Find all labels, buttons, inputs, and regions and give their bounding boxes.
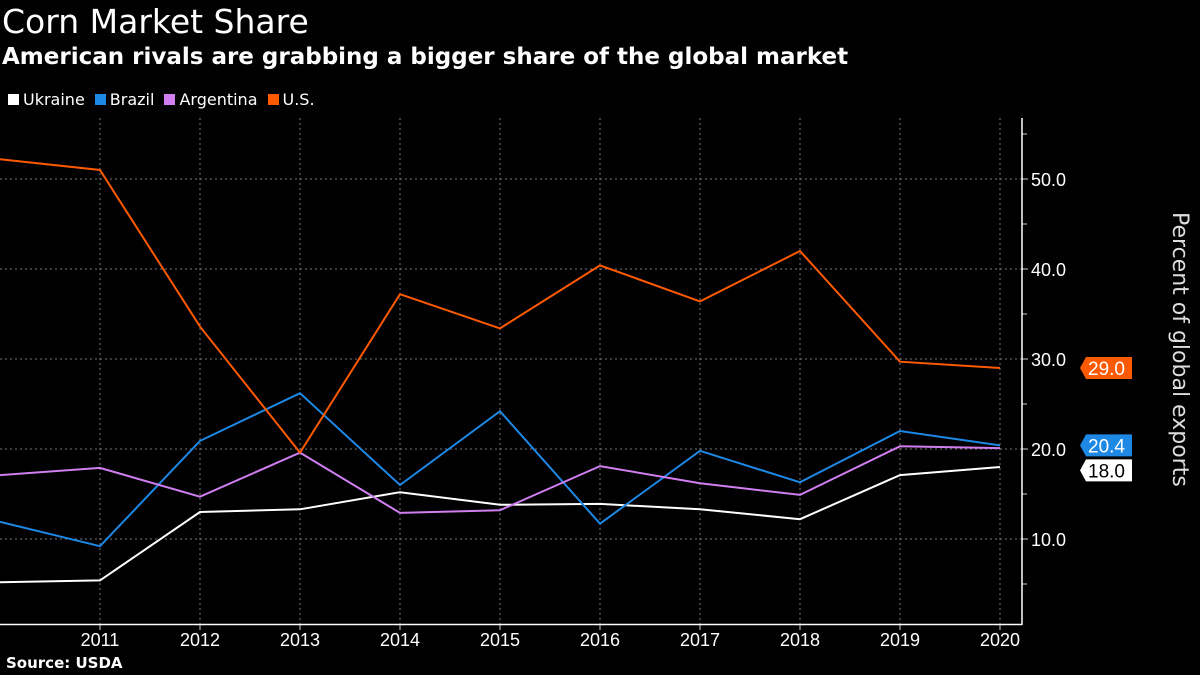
end-label-us: 29.0 [1080, 357, 1132, 380]
y-tick-label: 10.0 [1031, 530, 1066, 550]
x-tick-label: 2013 [280, 630, 320, 650]
y-tick-label: 50.0 [1031, 170, 1066, 190]
legend-label: Brazil [109, 90, 155, 109]
x-tick-label: 2020 [980, 630, 1020, 650]
x-tick-label: 2012 [180, 630, 220, 650]
legend-item: Ukraine [8, 90, 85, 109]
y-tick-label: 40.0 [1031, 260, 1066, 280]
legend-swatch [164, 94, 176, 105]
end-label-value: 29.0 [1088, 359, 1125, 380]
legend-label: Ukraine [23, 90, 85, 109]
end-label-ukraine: 18.0 [1080, 459, 1132, 482]
series-line-brazil [0, 392, 1001, 548]
x-tick-label: 2014 [380, 630, 420, 650]
y-tick-label: 30.0 [1031, 350, 1066, 370]
end-label-badge [1080, 357, 1132, 379]
y-tick-label: 20.0 [1031, 440, 1066, 460]
x-tick-label: 2016 [580, 630, 620, 650]
end-label-badge [1080, 459, 1132, 482]
end-label-brazil: 20.4 [1080, 434, 1132, 457]
end-label-value: 18.0 [1088, 461, 1125, 482]
legend-item: Argentina [164, 90, 258, 109]
legend-item: Brazil [94, 90, 155, 109]
legend-label: Argentina [179, 90, 258, 109]
x-tick-label: 2018 [780, 630, 820, 650]
source-note: Source: USDA [6, 654, 123, 672]
legend-label: U.S. [282, 90, 315, 109]
x-tick-label: 2015 [480, 630, 520, 650]
legend-swatch [94, 94, 106, 105]
end-label-badge [1080, 434, 1132, 457]
series-line-ukraine [0, 466, 1001, 584]
legend-item: U.S. [267, 90, 315, 109]
legend: Ukraine Brazil Argentina U.S. [8, 90, 315, 109]
legend-swatch [8, 94, 19, 105]
chart-title: Corn Market Share [2, 2, 309, 41]
series-line-us [0, 158, 1001, 455]
legend-swatch [267, 94, 279, 105]
y-axis-label: Percent of global exports [1167, 212, 1192, 487]
series-line-argentina [0, 445, 1001, 514]
chart-subtitle: American rivals are grabbing a bigger sh… [2, 44, 849, 70]
x-tick-label: 2019 [880, 630, 920, 650]
x-tick-label: 2011 [81, 630, 120, 650]
x-tick-label: 2017 [680, 630, 720, 650]
end-label-value: 20.4 [1088, 436, 1125, 457]
